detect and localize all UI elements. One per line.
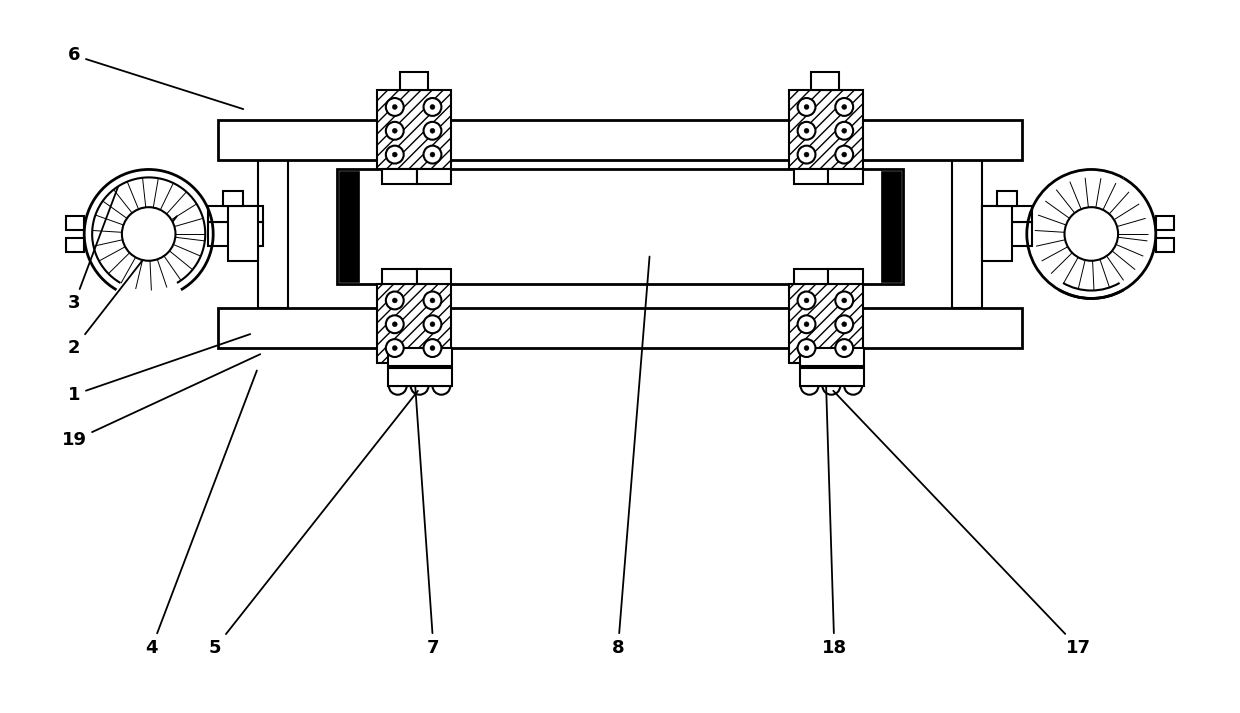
Circle shape <box>836 145 853 163</box>
Bar <box>794 170 828 185</box>
Bar <box>67 216 84 230</box>
Bar <box>382 269 417 284</box>
Circle shape <box>424 98 441 116</box>
Circle shape <box>392 128 397 133</box>
Bar <box>340 171 360 282</box>
Circle shape <box>842 105 847 109</box>
Bar <box>388 368 453 386</box>
Circle shape <box>842 152 847 157</box>
Circle shape <box>424 339 441 357</box>
Circle shape <box>797 98 816 116</box>
Text: 17: 17 <box>833 391 1091 657</box>
Bar <box>67 238 84 252</box>
Bar <box>1156 216 1173 230</box>
Circle shape <box>836 315 853 333</box>
Circle shape <box>424 122 441 140</box>
Bar <box>382 170 417 185</box>
Circle shape <box>804 128 808 133</box>
Text: 6: 6 <box>68 46 243 109</box>
Circle shape <box>430 105 435 109</box>
Bar <box>218 309 1022 348</box>
Circle shape <box>804 152 808 157</box>
Circle shape <box>424 145 441 163</box>
Bar <box>377 90 451 170</box>
Circle shape <box>424 292 441 309</box>
Circle shape <box>804 322 808 327</box>
Bar <box>997 191 1017 206</box>
Circle shape <box>804 346 808 351</box>
Circle shape <box>797 292 816 309</box>
Circle shape <box>392 298 397 303</box>
Circle shape <box>386 315 404 333</box>
Circle shape <box>797 315 816 333</box>
Bar <box>789 284 863 363</box>
Circle shape <box>797 339 816 357</box>
Circle shape <box>836 122 853 140</box>
Circle shape <box>386 122 404 140</box>
Circle shape <box>392 346 397 351</box>
Circle shape <box>430 322 435 327</box>
Circle shape <box>430 346 435 351</box>
Circle shape <box>430 128 435 133</box>
Bar <box>228 206 258 261</box>
Text: 18: 18 <box>822 366 847 657</box>
Bar <box>399 72 428 90</box>
Bar <box>982 206 1032 222</box>
Circle shape <box>804 105 808 109</box>
Circle shape <box>430 152 435 157</box>
Bar <box>1156 238 1173 252</box>
Circle shape <box>122 207 176 261</box>
Circle shape <box>842 322 847 327</box>
Circle shape <box>392 322 397 327</box>
Circle shape <box>392 105 397 109</box>
Circle shape <box>797 122 816 140</box>
Text: 2: 2 <box>68 216 177 357</box>
Circle shape <box>392 152 397 157</box>
Bar <box>800 348 864 366</box>
Circle shape <box>1064 207 1118 261</box>
Bar <box>417 170 451 185</box>
Circle shape <box>797 145 816 163</box>
Circle shape <box>842 346 847 351</box>
Circle shape <box>386 339 404 357</box>
Bar <box>800 368 864 386</box>
Bar <box>208 206 263 222</box>
Text: 4: 4 <box>145 371 257 657</box>
Bar <box>208 222 263 246</box>
Bar <box>218 120 1022 160</box>
Bar <box>789 90 863 170</box>
Text: 3: 3 <box>68 187 118 312</box>
Circle shape <box>842 128 847 133</box>
Circle shape <box>386 145 404 163</box>
Bar <box>258 160 288 309</box>
Bar <box>811 72 839 90</box>
Text: 7: 7 <box>414 366 440 657</box>
Bar <box>828 170 863 185</box>
Bar <box>337 170 903 284</box>
Circle shape <box>386 292 404 309</box>
Bar <box>880 171 900 282</box>
Bar <box>982 206 1012 261</box>
Bar <box>982 222 1032 246</box>
Circle shape <box>836 339 853 357</box>
Text: 19: 19 <box>62 354 260 449</box>
Bar <box>794 269 828 284</box>
Bar <box>223 191 243 206</box>
Bar <box>952 160 982 309</box>
Circle shape <box>430 298 435 303</box>
Bar <box>377 284 451 363</box>
Bar <box>388 348 453 366</box>
Text: 8: 8 <box>611 257 650 657</box>
Circle shape <box>836 98 853 116</box>
Bar <box>828 269 863 284</box>
Circle shape <box>386 98 404 116</box>
Bar <box>417 269 451 284</box>
Circle shape <box>424 315 441 333</box>
Circle shape <box>804 298 808 303</box>
Text: 5: 5 <box>208 391 418 657</box>
Circle shape <box>842 298 847 303</box>
Circle shape <box>836 292 853 309</box>
Text: 1: 1 <box>68 334 250 404</box>
